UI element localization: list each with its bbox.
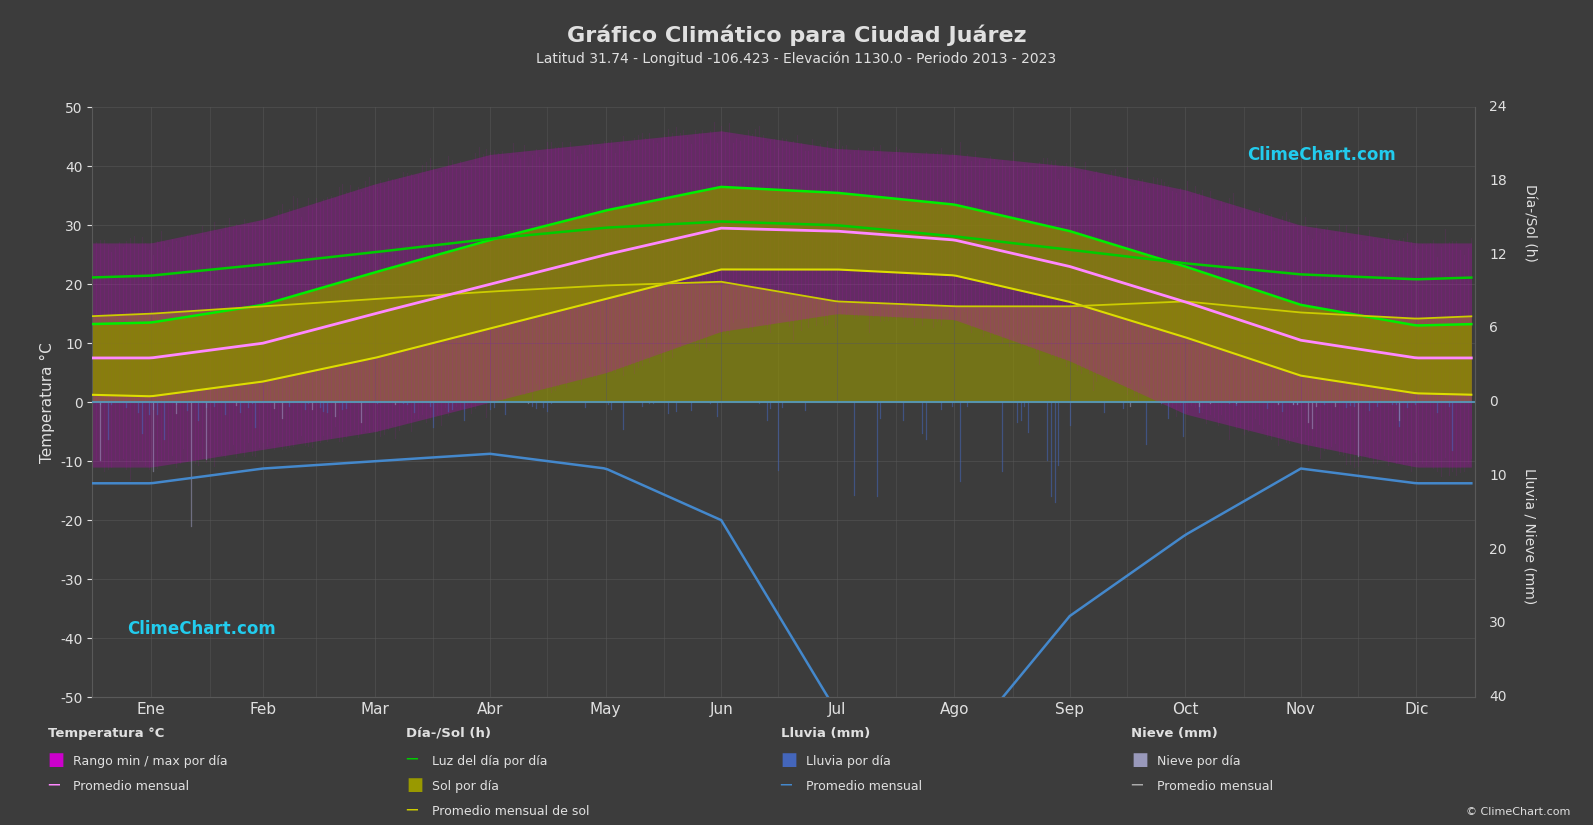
Text: 6: 6 [1489,322,1497,336]
Text: Promedio mensual de sol: Promedio mensual de sol [432,805,589,818]
Text: ■: ■ [48,751,65,769]
Text: Día-/Sol (h): Día-/Sol (h) [1523,184,1536,262]
Text: Promedio mensual: Promedio mensual [73,780,190,794]
Text: 10: 10 [1489,469,1507,483]
Text: Promedio mensual: Promedio mensual [1157,780,1273,794]
Text: 30: 30 [1489,616,1507,630]
Text: 24: 24 [1489,101,1507,114]
Text: Temperatura °C: Temperatura °C [48,727,164,740]
Text: ■: ■ [781,751,798,769]
Text: ClimeChart.com: ClimeChart.com [127,620,276,639]
Text: Latitud 31.74 - Longitud -106.423 - Elevación 1130.0 - Periodo 2013 - 2023: Latitud 31.74 - Longitud -106.423 - Elev… [537,51,1056,66]
Text: Nieve por día: Nieve por día [1157,755,1239,768]
Text: Luz del día por día: Luz del día por día [432,755,548,768]
Text: ─: ─ [406,801,417,819]
Text: 0: 0 [1489,395,1497,409]
Text: Lluvia / Nieve (mm): Lluvia / Nieve (mm) [1523,468,1536,605]
Text: Sol por día: Sol por día [432,780,499,794]
Text: © ClimeChart.com: © ClimeChart.com [1466,807,1571,817]
Text: 40: 40 [1489,691,1507,704]
Text: Rango min / max por día: Rango min / max por día [73,755,228,768]
Text: Gráfico Climático para Ciudad Juárez: Gráfico Climático para Ciudad Juárez [567,25,1026,46]
Text: ■: ■ [1131,751,1149,769]
Text: Nieve (mm): Nieve (mm) [1131,727,1217,740]
Text: Día-/Sol (h): Día-/Sol (h) [406,727,491,740]
Text: ClimeChart.com: ClimeChart.com [1247,145,1395,163]
Text: Promedio mensual: Promedio mensual [806,780,922,794]
Text: ─: ─ [48,776,59,794]
Text: ─: ─ [781,776,792,794]
Text: Lluvia (mm): Lluvia (mm) [781,727,870,740]
Text: 12: 12 [1489,248,1507,262]
Text: ■: ■ [406,776,424,794]
Text: 18: 18 [1489,174,1507,188]
Text: Lluvia por día: Lluvia por día [806,755,890,768]
Text: ─: ─ [1131,776,1142,794]
Text: ─: ─ [406,751,417,769]
Y-axis label: Temperatura °C: Temperatura °C [40,342,54,463]
Text: 20: 20 [1489,543,1507,557]
